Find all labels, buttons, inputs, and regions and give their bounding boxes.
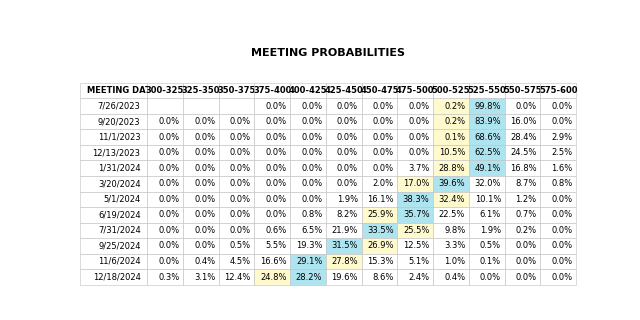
Text: MEETING PROBABILITIES: MEETING PROBABILITIES [251, 48, 405, 58]
